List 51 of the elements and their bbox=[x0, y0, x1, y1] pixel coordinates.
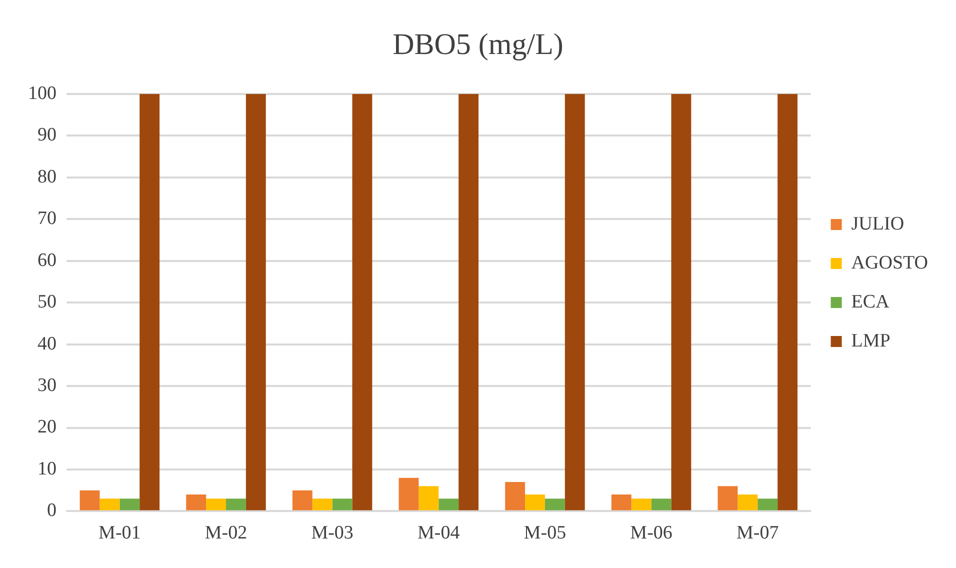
bar bbox=[778, 94, 798, 510]
legend-label: ECA bbox=[851, 291, 890, 312]
y-tick-label: 40 bbox=[38, 333, 56, 354]
y-tick-label: 90 bbox=[38, 124, 56, 146]
bar bbox=[352, 94, 372, 510]
y-tick-label: 100 bbox=[28, 82, 56, 104]
bar bbox=[292, 490, 312, 510]
y-tick-label: 50 bbox=[38, 292, 56, 313]
bar bbox=[312, 498, 332, 510]
bar bbox=[120, 498, 140, 510]
y-tick-label: 70 bbox=[38, 208, 56, 230]
bar bbox=[438, 498, 459, 510]
bar bbox=[418, 486, 439, 510]
legend-label: JULIO bbox=[851, 213, 904, 234]
legend-label: LMP bbox=[851, 330, 890, 352]
bar bbox=[544, 498, 565, 510]
bar bbox=[458, 94, 479, 510]
y-tick-label: 30 bbox=[38, 375, 56, 396]
x-tick-label: M-01 bbox=[98, 522, 141, 544]
y-tick-label: 20 bbox=[38, 416, 56, 438]
bar bbox=[186, 494, 206, 510]
bar bbox=[525, 494, 545, 510]
bar bbox=[206, 498, 226, 510]
bar bbox=[738, 494, 758, 510]
x-tick-label: M-03 bbox=[311, 522, 354, 544]
bar bbox=[140, 94, 160, 510]
bar bbox=[505, 482, 526, 510]
chart-title: DBO5 (mg/L) bbox=[392, 28, 564, 61]
y-tick-label: 10 bbox=[38, 458, 56, 480]
bar bbox=[246, 94, 266, 510]
x-tick-label: M-02 bbox=[204, 522, 248, 544]
bar bbox=[398, 478, 419, 510]
bar bbox=[631, 498, 652, 510]
legend-label: AGOSTO bbox=[851, 252, 928, 274]
bar bbox=[718, 486, 738, 510]
bar bbox=[651, 498, 672, 510]
bar bbox=[758, 498, 778, 510]
bar bbox=[564, 94, 585, 510]
bar bbox=[80, 490, 100, 510]
bar bbox=[671, 94, 692, 510]
x-tick-label: M-06 bbox=[630, 522, 672, 544]
x-tick-label: M-04 bbox=[418, 522, 460, 544]
bar bbox=[332, 498, 352, 510]
bar bbox=[226, 498, 246, 510]
bar bbox=[100, 498, 120, 510]
y-tick-label: 60 bbox=[38, 250, 56, 271]
y-tick-label: 80 bbox=[38, 166, 56, 188]
x-tick-label: M-05 bbox=[524, 522, 566, 544]
x-tick-label: M-07 bbox=[736, 522, 779, 544]
y-tick-label: 0 bbox=[47, 500, 56, 522]
bar bbox=[611, 494, 632, 510]
